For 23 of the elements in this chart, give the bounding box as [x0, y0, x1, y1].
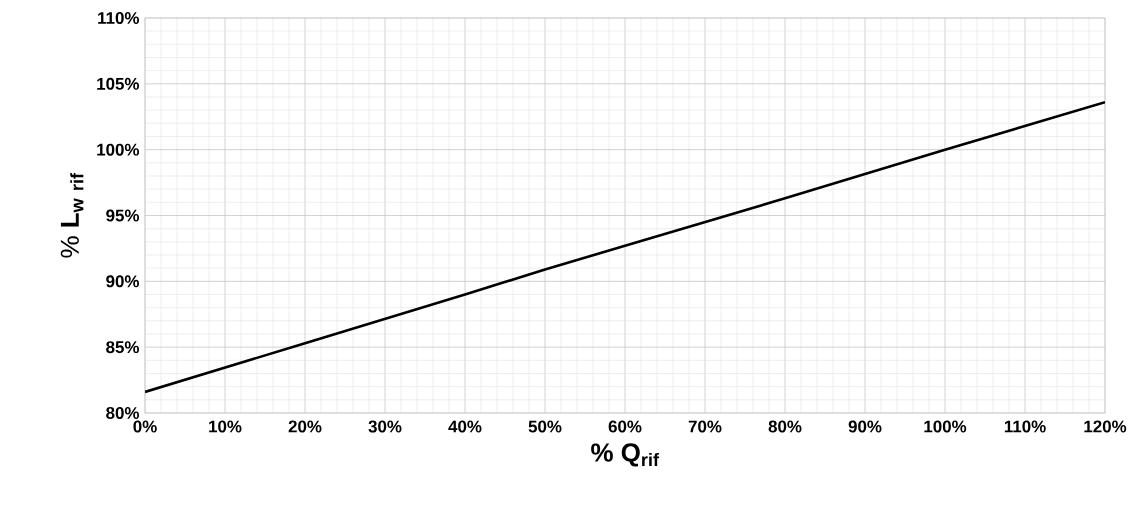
x-tick-label: 60% [608, 420, 642, 433]
y-tick-label: 80% [106, 406, 140, 419]
line-series [145, 100, 1106, 394]
x-tick-label: 30% [368, 420, 402, 433]
y-tick-label: 95% [106, 209, 140, 222]
y-tick-label: 110% [98, 11, 140, 24]
x-tick-label: 80% [768, 420, 802, 433]
x-tick-label: 120% [1084, 420, 1127, 433]
x-tick-label: 40% [448, 420, 482, 433]
x-tick-label: 50% [528, 420, 562, 433]
x-tick-label: 70% [688, 420, 722, 433]
y-axis-title: $\mathbf{\%\ L_{w\ rif}}$ [60, 172, 84, 258]
y-tick-label: 100% [97, 143, 140, 156]
x-axis-title: % Q$_{rif}$ [591, 443, 660, 467]
x-tick-label: 20% [288, 420, 322, 433]
x-tick-label: 90% [848, 420, 882, 433]
x-tick-label: 10% [209, 420, 242, 433]
y-tick-label: 90% [106, 275, 140, 288]
x-tick-label: 110% [1004, 420, 1046, 433]
x-tick-label: 100% [924, 420, 967, 433]
x-tick-label: 0% [133, 420, 157, 433]
y-tick-label: 105% [97, 77, 140, 90]
y-tick-label: 85% [106, 341, 140, 354]
